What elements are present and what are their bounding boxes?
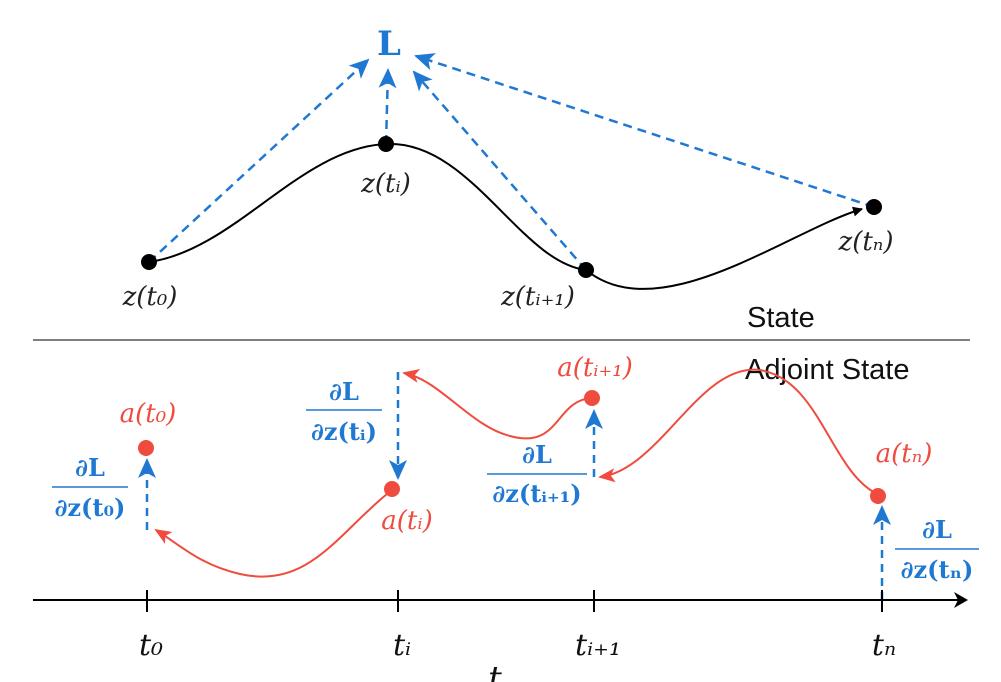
time-axis-label: t — [488, 659, 502, 682]
state-point-ti — [378, 136, 394, 152]
gradient-fraction-ti: ∂L ∂z(tᵢ) — [306, 377, 382, 446]
state-point-t0 — [141, 254, 157, 270]
adjoint-curve-tN-to-ti1 — [598, 368, 878, 495]
gradient-denominator-ti1: ∂z(tᵢ₊₁) — [492, 479, 581, 508]
gradient-fraction-t0: ∂L ∂z(t₀) — [52, 453, 128, 522]
state-point-ti1 — [578, 262, 594, 278]
tick-label-tN: tₙ — [872, 628, 896, 663]
arrow-zN-to-loss — [414, 53, 875, 209]
adjoint-section-label: Adjoint State — [745, 354, 909, 386]
loss-node-label: L — [377, 24, 401, 64]
state-label-t0: z(t₀) — [122, 282, 178, 312]
arrow-zi1-to-loss — [412, 70, 587, 271]
state-section-label: State — [747, 302, 815, 334]
arrow-zi-to-loss — [378, 68, 397, 145]
gradient-numerator-t0: ∂L — [75, 453, 105, 482]
adjoint-curve-ti1-to-ti — [402, 369, 593, 440]
time-axis-arrowhead — [954, 592, 968, 608]
gradient-denominator-ti: ∂z(tᵢ) — [311, 417, 377, 446]
state-trajectory-curve — [148, 142, 863, 290]
adjoint-trajectory — [154, 368, 878, 578]
gradient-numerator-ti: ∂L — [329, 377, 359, 406]
gradient-denominator-tN: ∂z(tₙ) — [901, 555, 974, 584]
adjoint-point-tN — [870, 488, 886, 504]
gradient-jump-arrows — [138, 372, 891, 600]
gradient-denominator-t0: ∂z(t₀) — [55, 493, 126, 522]
gradient-numerator-ti1: ∂L — [522, 440, 552, 469]
arrow-z0-to-loss — [148, 58, 370, 263]
adjoint-curve-ti-to-t0 — [154, 489, 393, 578]
adjoint-label-tN: a(tₙ) — [876, 439, 933, 469]
state-to-loss-arrows — [148, 53, 875, 271]
gradient-fraction-tN: ∂L ∂z(tₙ) — [895, 515, 979, 584]
adjoint-label-ti: a(tᵢ) — [381, 506, 432, 536]
gradient-numerator-tN: ∂L — [922, 515, 952, 544]
tick-label-t0: t₀ — [139, 628, 163, 663]
adjoint-point-ti1 — [584, 390, 600, 406]
tick-label-ti1: tᵢ₊₁ — [575, 628, 621, 663]
state-label-ti: z(tᵢ) — [360, 169, 411, 199]
adjoint-point-t0 — [138, 440, 154, 456]
adjoint-label-ti1: a(tᵢ₊₁) — [557, 353, 633, 383]
state-label-ti1: z(tᵢ₊₁) — [500, 282, 575, 312]
gradient-fraction-ti1: ∂L ∂z(tᵢ₊₁) — [487, 440, 587, 508]
state-label-tN: z(tₙ) — [838, 227, 894, 257]
adjoint-point-ti — [384, 481, 400, 497]
adjoint-label-t0: a(t₀) — [120, 399, 177, 429]
tick-label-ti: tᵢ — [393, 628, 411, 663]
state-point-tN — [866, 199, 882, 215]
